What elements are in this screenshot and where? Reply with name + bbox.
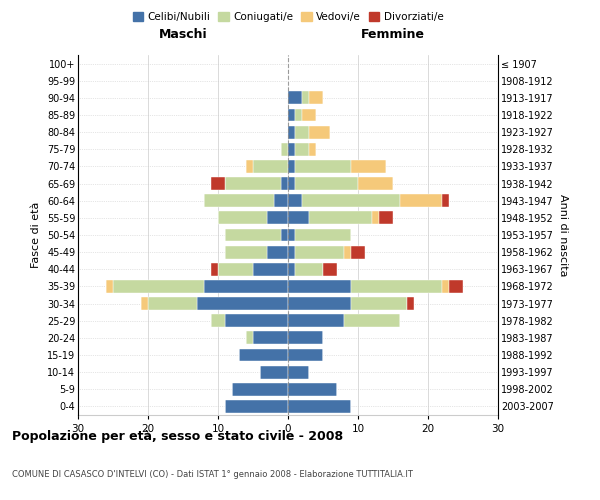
Bar bbox=[288, 92, 302, 104]
Bar bbox=[288, 400, 351, 413]
Bar bbox=[295, 263, 323, 276]
Bar bbox=[351, 160, 386, 173]
Bar bbox=[309, 212, 372, 224]
Bar bbox=[442, 194, 449, 207]
Bar bbox=[288, 297, 351, 310]
Bar bbox=[106, 280, 113, 293]
Bar bbox=[148, 297, 197, 310]
Bar bbox=[288, 228, 295, 241]
Text: Femmine: Femmine bbox=[361, 28, 425, 42]
Legend: Celibi/Nubili, Coniugati/e, Vedovi/e, Divorziati/e: Celibi/Nubili, Coniugati/e, Vedovi/e, Di… bbox=[128, 8, 448, 26]
Bar bbox=[218, 263, 253, 276]
Bar bbox=[351, 246, 365, 258]
Bar bbox=[225, 177, 281, 190]
Bar bbox=[225, 400, 288, 413]
Bar bbox=[197, 297, 288, 310]
Bar bbox=[323, 263, 337, 276]
Bar bbox=[309, 143, 316, 156]
Bar bbox=[274, 194, 288, 207]
Bar bbox=[449, 280, 463, 293]
Bar bbox=[288, 263, 295, 276]
Bar bbox=[309, 92, 323, 104]
Bar bbox=[211, 263, 218, 276]
Bar bbox=[372, 212, 379, 224]
Bar bbox=[288, 246, 295, 258]
Bar bbox=[288, 212, 309, 224]
Bar bbox=[267, 212, 288, 224]
Bar bbox=[288, 177, 295, 190]
Text: Maschi: Maschi bbox=[158, 28, 208, 42]
Bar bbox=[288, 280, 351, 293]
Text: Popolazione per età, sesso e stato civile - 2008: Popolazione per età, sesso e stato civil… bbox=[12, 430, 343, 443]
Bar bbox=[281, 177, 288, 190]
Bar bbox=[204, 280, 288, 293]
Bar bbox=[204, 194, 274, 207]
Bar bbox=[288, 108, 295, 122]
Bar bbox=[225, 246, 267, 258]
Y-axis label: Anni di nascita: Anni di nascita bbox=[557, 194, 568, 276]
Bar bbox=[246, 160, 253, 173]
Bar bbox=[225, 314, 288, 327]
Bar bbox=[295, 246, 344, 258]
Y-axis label: Fasce di età: Fasce di età bbox=[31, 202, 41, 268]
Bar bbox=[288, 143, 295, 156]
Bar bbox=[288, 348, 323, 362]
Bar bbox=[302, 194, 400, 207]
Bar bbox=[302, 92, 309, 104]
Bar bbox=[281, 143, 288, 156]
Bar bbox=[344, 246, 351, 258]
Bar bbox=[267, 246, 288, 258]
Text: COMUNE DI CASASCO D'INTELVI (CO) - Dati ISTAT 1° gennaio 2008 - Elaborazione TUT: COMUNE DI CASASCO D'INTELVI (CO) - Dati … bbox=[12, 470, 413, 479]
Bar bbox=[281, 228, 288, 241]
Bar bbox=[302, 108, 316, 122]
Bar bbox=[344, 314, 400, 327]
Bar bbox=[253, 160, 288, 173]
Bar bbox=[295, 160, 351, 173]
Bar bbox=[309, 126, 330, 138]
Bar bbox=[288, 126, 295, 138]
Bar bbox=[218, 212, 267, 224]
Bar bbox=[295, 108, 302, 122]
Bar bbox=[141, 297, 148, 310]
Bar bbox=[211, 177, 225, 190]
Bar bbox=[400, 194, 442, 207]
Bar bbox=[288, 314, 344, 327]
Bar bbox=[351, 280, 442, 293]
Bar bbox=[113, 280, 204, 293]
Bar bbox=[295, 177, 358, 190]
Bar bbox=[225, 228, 281, 241]
Bar bbox=[379, 212, 393, 224]
Bar bbox=[351, 297, 407, 310]
Bar bbox=[358, 177, 393, 190]
Bar bbox=[295, 143, 309, 156]
Bar bbox=[407, 297, 414, 310]
Bar bbox=[288, 332, 323, 344]
Bar bbox=[232, 383, 288, 396]
Bar bbox=[211, 314, 225, 327]
Bar bbox=[288, 366, 309, 378]
Bar bbox=[288, 383, 337, 396]
Bar bbox=[253, 263, 288, 276]
Bar bbox=[260, 366, 288, 378]
Bar bbox=[246, 332, 253, 344]
Bar bbox=[442, 280, 449, 293]
Bar bbox=[253, 332, 288, 344]
Bar bbox=[288, 194, 302, 207]
Bar bbox=[295, 126, 309, 138]
Bar bbox=[295, 228, 351, 241]
Bar bbox=[239, 348, 288, 362]
Bar bbox=[288, 160, 295, 173]
